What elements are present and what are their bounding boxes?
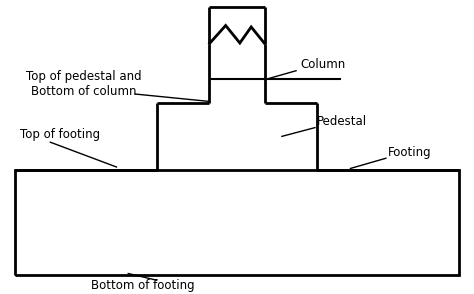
Text: Footing: Footing	[388, 146, 432, 159]
Text: Bottom of footing: Bottom of footing	[91, 279, 194, 292]
Text: Pedestal: Pedestal	[318, 115, 367, 128]
Text: Column: Column	[301, 59, 346, 71]
Text: Top of pedestal and
Bottom of column: Top of pedestal and Bottom of column	[26, 70, 141, 98]
Text: Top of footing: Top of footing	[19, 128, 100, 141]
